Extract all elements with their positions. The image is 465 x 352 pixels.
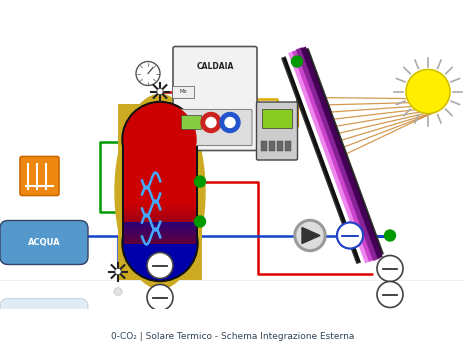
Circle shape <box>194 216 206 227</box>
FancyBboxPatch shape <box>124 222 196 226</box>
FancyBboxPatch shape <box>124 230 196 233</box>
FancyBboxPatch shape <box>124 240 196 244</box>
Circle shape <box>194 176 206 187</box>
Text: CALDAIA: CALDAIA <box>196 62 234 71</box>
Ellipse shape <box>124 207 196 279</box>
FancyBboxPatch shape <box>124 212 196 215</box>
FancyBboxPatch shape <box>0 298 88 342</box>
Circle shape <box>147 252 173 278</box>
Circle shape <box>136 62 160 86</box>
FancyBboxPatch shape <box>173 46 257 151</box>
Text: ACQUA: ACQUA <box>28 238 60 247</box>
Circle shape <box>406 69 450 113</box>
Text: Mx: Mx <box>179 89 187 94</box>
Ellipse shape <box>115 94 205 289</box>
FancyBboxPatch shape <box>124 205 196 208</box>
Circle shape <box>206 118 216 127</box>
FancyBboxPatch shape <box>118 103 202 279</box>
Ellipse shape <box>122 101 198 177</box>
FancyBboxPatch shape <box>124 226 196 230</box>
Ellipse shape <box>124 103 196 176</box>
Circle shape <box>297 222 323 249</box>
FancyBboxPatch shape <box>257 102 298 160</box>
FancyBboxPatch shape <box>124 221 196 244</box>
Circle shape <box>225 118 235 127</box>
Circle shape <box>337 222 363 249</box>
FancyBboxPatch shape <box>277 140 283 151</box>
Circle shape <box>292 56 303 67</box>
Polygon shape <box>282 49 383 263</box>
Circle shape <box>201 113 221 132</box>
FancyBboxPatch shape <box>124 219 196 222</box>
Polygon shape <box>302 320 320 335</box>
FancyBboxPatch shape <box>285 140 291 151</box>
FancyBboxPatch shape <box>269 140 275 151</box>
FancyBboxPatch shape <box>124 237 196 240</box>
Circle shape <box>385 230 396 241</box>
Circle shape <box>377 256 403 282</box>
Circle shape <box>297 314 323 340</box>
FancyBboxPatch shape <box>124 139 196 221</box>
FancyBboxPatch shape <box>122 139 198 244</box>
Circle shape <box>220 113 240 132</box>
Circle shape <box>294 312 326 344</box>
Circle shape <box>147 284 173 310</box>
FancyBboxPatch shape <box>262 108 292 128</box>
Circle shape <box>337 222 363 249</box>
Polygon shape <box>302 227 320 244</box>
FancyBboxPatch shape <box>124 233 196 237</box>
Circle shape <box>115 268 121 275</box>
FancyBboxPatch shape <box>124 215 196 219</box>
Text: ACQUA: ACQUA <box>29 316 59 325</box>
FancyBboxPatch shape <box>20 157 59 195</box>
Circle shape <box>294 220 326 251</box>
FancyBboxPatch shape <box>124 208 196 212</box>
FancyBboxPatch shape <box>178 109 252 145</box>
Ellipse shape <box>122 206 198 282</box>
FancyBboxPatch shape <box>181 114 201 128</box>
Circle shape <box>377 282 403 308</box>
FancyBboxPatch shape <box>261 140 267 151</box>
Circle shape <box>114 288 122 295</box>
FancyBboxPatch shape <box>172 86 194 98</box>
Text: 0-CO₂ | Solare Termico - Schema Integrazione Esterna: 0-CO₂ | Solare Termico - Schema Integraz… <box>111 332 354 341</box>
FancyBboxPatch shape <box>0 220 88 264</box>
Circle shape <box>157 88 163 95</box>
